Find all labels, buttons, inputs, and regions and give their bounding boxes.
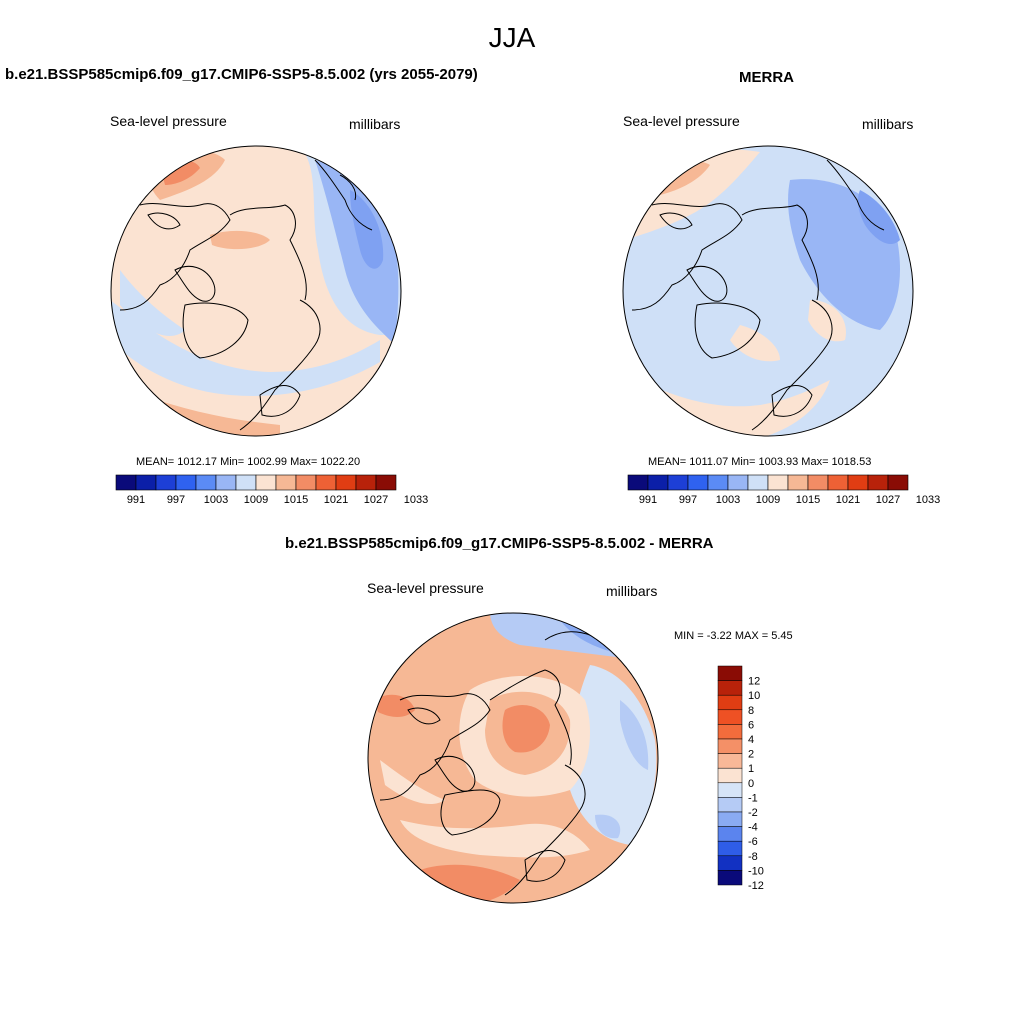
colorbar-tick-label: 1003 bbox=[716, 494, 740, 506]
panel3-units-label: millibars bbox=[606, 583, 658, 599]
colorbar-tick-label: 1015 bbox=[796, 494, 820, 506]
colorbar-swatch bbox=[195, 474, 217, 491]
colorbar-swatch bbox=[155, 474, 177, 491]
colorbar-tick-label: 997 bbox=[679, 494, 697, 506]
colorbar-swatch bbox=[717, 767, 743, 784]
colorbar-panel2: 991 997 1003 1009 1015 1021 1027 1033 bbox=[627, 474, 940, 506]
colorbar-tick-label: 1009 bbox=[244, 494, 268, 506]
colorbar-swatch bbox=[827, 474, 849, 491]
panel3-stats: MIN = -3.22 MAX = 5.45 bbox=[674, 630, 793, 642]
colorbar-tick-label: 12 bbox=[748, 676, 760, 688]
colorbar-swatch bbox=[647, 474, 669, 491]
colorbar-panel1: 991 997 1003 1009 1015 1021 1027 1033 bbox=[115, 474, 428, 506]
colorbar-swatch bbox=[215, 474, 237, 491]
colorbar-tick-label: 991 bbox=[127, 494, 145, 506]
colorbar-tick-label: 1021 bbox=[324, 494, 348, 506]
colorbar-swatch bbox=[717, 680, 743, 696]
colorbar-swatch bbox=[375, 474, 397, 491]
colorbar-swatch bbox=[867, 474, 889, 491]
colorbar-swatch bbox=[747, 474, 769, 491]
colorbar-tick-label: 1 bbox=[748, 763, 754, 775]
colorbar-swatch bbox=[807, 474, 829, 491]
colorbar-swatch bbox=[707, 474, 729, 491]
colorbar-swatch bbox=[787, 474, 809, 491]
colorbar-tick-label: -4 bbox=[748, 822, 758, 834]
colorbar-tick-label: 1027 bbox=[364, 494, 388, 506]
panel1-field-label: Sea-level pressure bbox=[110, 113, 227, 129]
panel2-stats: MEAN= 1011.07 Min= 1003.93 Max= 1018.53 bbox=[648, 456, 872, 468]
colorbar-swatch bbox=[115, 474, 137, 491]
colorbar-tick-label: -2 bbox=[748, 807, 758, 819]
panel2-field-label: Sea-level pressure bbox=[623, 113, 740, 129]
colorbar-tick-label: -12 bbox=[748, 880, 764, 892]
panel3-field-label: Sea-level pressure bbox=[367, 580, 484, 596]
colorbar-swatch bbox=[627, 474, 649, 491]
colorbar-tick-label: 1033 bbox=[916, 494, 940, 506]
colorbar-swatch bbox=[687, 474, 709, 491]
colorbar-tick-label: 1015 bbox=[284, 494, 308, 506]
colorbar-swatch bbox=[847, 474, 869, 491]
colorbar-swatch bbox=[717, 724, 743, 740]
colorbar-tick-label: 991 bbox=[639, 494, 657, 506]
colorbar-tick-label: -1 bbox=[748, 792, 758, 804]
colorbar-swatch bbox=[667, 474, 689, 491]
colorbar-swatch bbox=[135, 474, 157, 491]
colorbar-swatch bbox=[717, 840, 743, 857]
colorbar-swatch bbox=[717, 738, 743, 754]
colorbar-tick-label: -6 bbox=[748, 836, 758, 848]
colorbar-swatch bbox=[295, 474, 317, 491]
colorbar-swatch bbox=[717, 811, 743, 827]
colorbar-swatch bbox=[717, 826, 743, 842]
colorbar-tick-label: 2 bbox=[748, 749, 754, 761]
colorbar-tick-label: 0 bbox=[748, 778, 754, 790]
panel2-units-label: millibars bbox=[862, 116, 914, 132]
colorbar-tick-label: 6 bbox=[748, 719, 754, 731]
colorbar-swatch bbox=[175, 474, 197, 491]
colorbar-swatch bbox=[717, 797, 743, 813]
map-difference-slp bbox=[367, 612, 659, 904]
colorbar-swatch bbox=[315, 474, 337, 491]
panel1-units-label: millibars bbox=[349, 116, 401, 132]
colorbar-tick-label: 1033 bbox=[404, 494, 428, 506]
colorbar-tick-label: 8 bbox=[748, 705, 754, 717]
colorbar-swatch bbox=[255, 474, 277, 491]
colorbar-tick-label: 10 bbox=[748, 690, 760, 702]
figure-title: JJA bbox=[488, 22, 536, 53]
colorbar-swatch bbox=[767, 474, 789, 491]
colorbar-swatch bbox=[275, 474, 297, 491]
colorbar-swatch bbox=[717, 665, 743, 681]
colorbar-swatch bbox=[717, 753, 743, 769]
colorbar-swatch bbox=[717, 694, 743, 711]
colorbar-tick-label: 1021 bbox=[836, 494, 860, 506]
colorbar-swatch bbox=[717, 782, 743, 798]
colorbar-swatch bbox=[335, 474, 357, 491]
colorbar-swatch bbox=[235, 474, 257, 491]
panel2-title: MERRA bbox=[739, 69, 794, 86]
colorbar-swatch bbox=[887, 474, 909, 491]
panel3-title: b.e21.BSSP585cmip6.f09_g17.CMIP6-SSP5-8.… bbox=[285, 535, 714, 552]
colorbar-tick-label: 1027 bbox=[876, 494, 900, 506]
colorbar-swatch bbox=[717, 855, 743, 871]
colorbar-tick-label: 1003 bbox=[204, 494, 228, 506]
panel1-title: b.e21.BSSP585cmip6.f09_g17.CMIP6-SSP5-8.… bbox=[5, 66, 478, 83]
colorbar-tick-label: -8 bbox=[748, 851, 758, 863]
colorbar-swatch bbox=[355, 474, 377, 491]
colorbar-swatch bbox=[717, 709, 743, 725]
colorbar-tick-label: -10 bbox=[748, 865, 764, 877]
map-merra-slp bbox=[622, 145, 914, 437]
colorbar-tick-label: 1009 bbox=[756, 494, 780, 506]
map-model-slp bbox=[110, 145, 402, 437]
colorbar-tick-label: 997 bbox=[167, 494, 185, 506]
colorbar-swatch bbox=[717, 870, 743, 886]
colorbar-tick-label: 4 bbox=[748, 734, 754, 746]
colorbar-swatch bbox=[727, 474, 749, 491]
panel1-stats: MEAN= 1012.17 Min= 1002.99 Max= 1022.20 bbox=[136, 456, 361, 468]
